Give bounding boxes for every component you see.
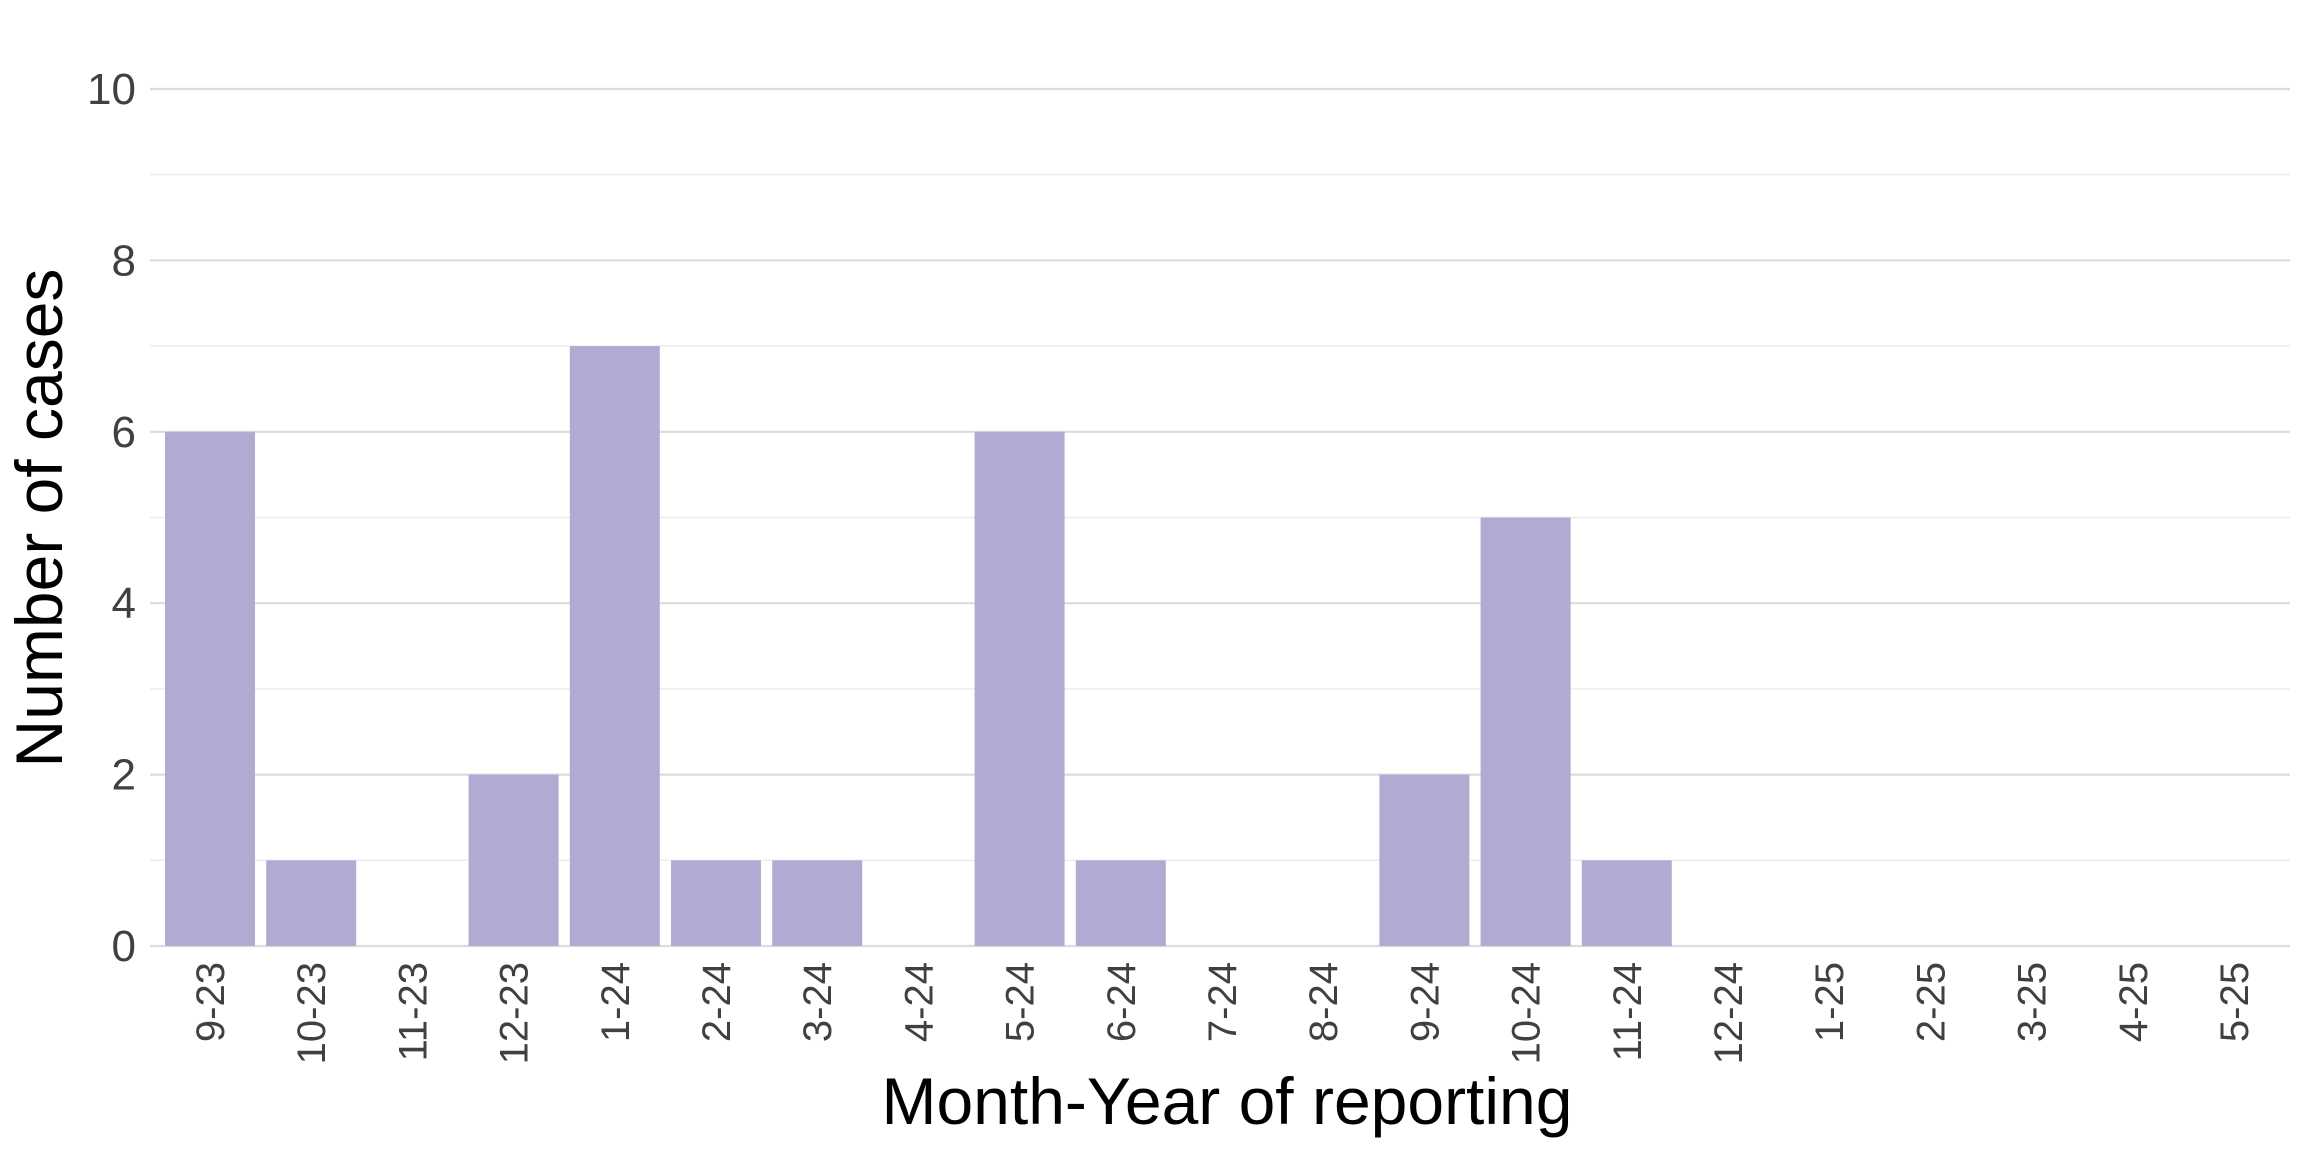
y-tick-label: 6 [112, 408, 136, 457]
bar-1-24 [569, 346, 660, 947]
bar-10-23 [266, 860, 357, 946]
y-axis-title: Number of cases [2, 269, 76, 768]
bar-9-23 [165, 431, 255, 946]
bar-2-24 [671, 860, 761, 946]
bar-10-24 [1480, 517, 1571, 946]
x-tick-label: 2-25 [1909, 962, 1953, 1042]
x-tick-label: 1-25 [1808, 962, 1852, 1042]
x-tick-label: 5-25 [2213, 962, 2257, 1042]
x-axis-title: Month-Year of reporting [882, 1064, 1573, 1138]
y-tick-label: 4 [112, 579, 136, 628]
bar-3-24 [772, 860, 863, 946]
x-tick-label: 3-24 [796, 962, 840, 1042]
x-tick-label: 9-23 [189, 962, 233, 1042]
x-tick-label: 12-23 [493, 962, 537, 1064]
bar-6-24 [1075, 860, 1166, 946]
x-tick-label: 4-24 [897, 962, 941, 1042]
x-tick-label: 3-25 [2011, 962, 2055, 1042]
bar-9-24 [1379, 774, 1470, 946]
x-tick-label: 11-23 [391, 962, 435, 1061]
y-tick-label: 10 [87, 65, 136, 114]
bar-5-24 [974, 431, 1065, 946]
y-tick-label: 0 [112, 922, 136, 971]
x-tick-label: 4-25 [2112, 962, 2156, 1042]
x-tick-label: 12-24 [1707, 962, 1751, 1064]
x-tick-label: 1-24 [594, 962, 638, 1042]
x-tick-label: 10-23 [290, 962, 334, 1064]
x-tick-label: 2-24 [695, 962, 739, 1042]
bars [165, 346, 1672, 947]
x-tick-labels: 9-23 10-23 11-23 12-23 1-24 2-24 3-24 4-24 5-24 6… [189, 962, 2257, 1064]
x-tick-label: 6-24 [1100, 962, 1144, 1042]
bar-11-24 [1581, 860, 1672, 946]
y-tick-label: 2 [112, 751, 136, 800]
y-tick-label: 8 [112, 236, 136, 285]
x-tick-label: 7-24 [1201, 962, 1245, 1042]
bar-12-23 [468, 774, 559, 946]
x-tick-label: 11-24 [1606, 962, 1650, 1061]
x-tick-label: 10-24 [1505, 962, 1549, 1064]
y-tick-labels: 0 2 4 6 8 10 [87, 65, 136, 971]
x-tick-label: 8-24 [1302, 962, 1346, 1042]
x-tick-label: 5-24 [999, 962, 1043, 1042]
x-tick-label: 9-24 [1403, 962, 1447, 1042]
